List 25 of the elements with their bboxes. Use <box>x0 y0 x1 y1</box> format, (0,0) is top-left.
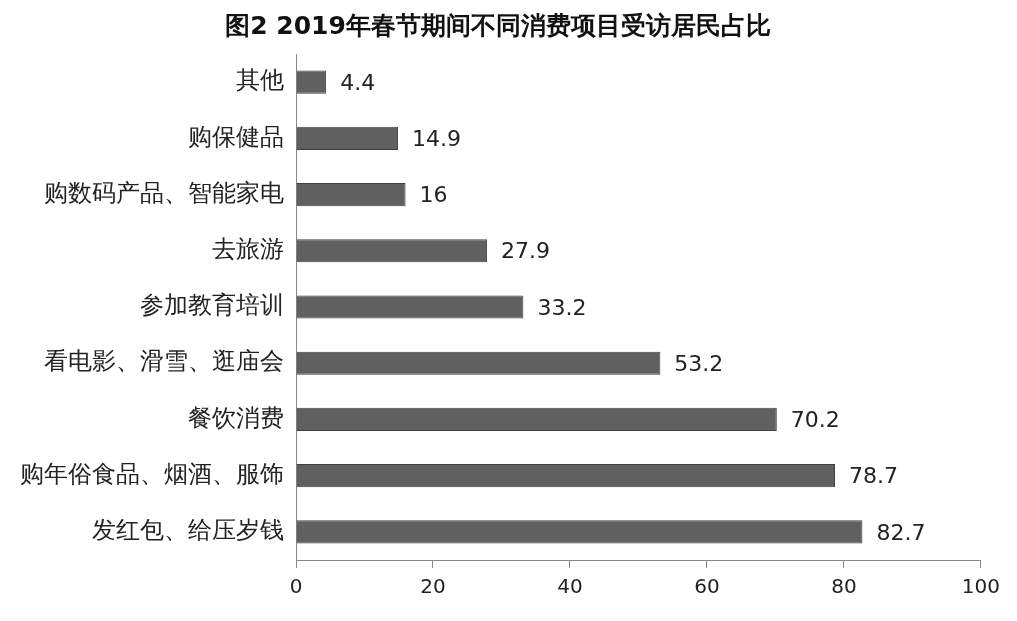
y-tick-label: 购数码产品、智能家电 <box>44 178 284 207</box>
y-tick-label: 餐饮消费 <box>188 403 284 432</box>
y-tick-label: 购保健品 <box>188 122 284 151</box>
y-tick-label: 其他 <box>236 66 284 95</box>
data-label: 78.7 <box>849 463 899 489</box>
data-label: 14.9 <box>412 126 462 152</box>
x-tick-label: 0 <box>289 574 303 599</box>
y-tick-label: 去旅游 <box>212 235 284 264</box>
x-tick-label: 80 <box>831 574 857 599</box>
data-label: 70.2 <box>790 407 840 433</box>
x-tick-label: 40 <box>557 574 583 599</box>
x-tick-label: 100 <box>961 574 1001 599</box>
data-label: 33.2 <box>537 294 587 320</box>
chart-title: 图2 2019年春节期间不同消费项目受访居民占比 <box>225 10 771 40</box>
y-tick-label: 参加教育培训 <box>140 291 284 320</box>
x-tick-label: 60 <box>694 574 720 599</box>
y-tick-label: 发红包、给压岁钱 <box>92 516 284 545</box>
data-label: 27.9 <box>501 238 551 264</box>
data-label: 16 <box>419 182 448 208</box>
data-label: 4.4 <box>340 69 376 95</box>
y-tick-label: 看电影、滑雪、逛庙会 <box>44 347 284 376</box>
x-tick-label: 20 <box>420 574 446 599</box>
y-tick-label: 购年俗食品、烟酒、服饰 <box>20 459 284 488</box>
data-label: 82.7 <box>876 519 926 545</box>
data-label: 53.2 <box>674 350 724 376</box>
